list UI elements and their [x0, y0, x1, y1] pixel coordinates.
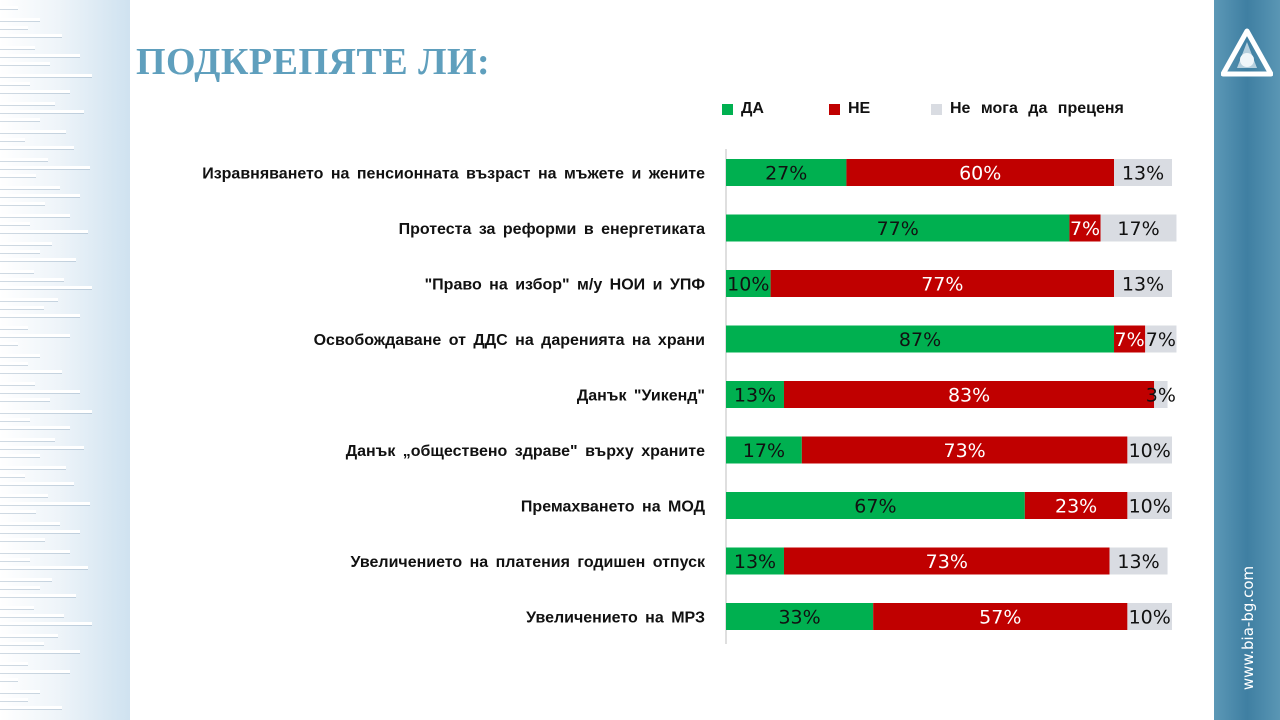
bar-segment-unsure	[1114, 270, 1172, 297]
bar-segment-unsure	[1127, 436, 1172, 464]
bar-segment-unsure	[1154, 381, 1168, 408]
category-label: Изравняването на пенсионната възраст на …	[202, 166, 705, 183]
bar-segment-da	[726, 325, 1115, 353]
data-label-ne: 73%	[943, 440, 985, 462]
bar-segment-unsure	[1127, 492, 1172, 519]
bar-segment-unsure	[1114, 159, 1172, 186]
data-label-da: 67%	[854, 496, 896, 518]
data-label-unsure: 13%	[1122, 163, 1164, 185]
bar-segment-da	[726, 603, 874, 630]
right-side-band	[1214, 0, 1280, 720]
bar-segment-da	[726, 547, 784, 575]
data-label-unsure: 10%	[1129, 496, 1171, 518]
bar-segment-unsure	[1145, 325, 1177, 353]
legend-item-unsure: Не мога да преценя	[931, 99, 1124, 119]
legend-swatch-da	[722, 103, 733, 115]
bar-segment-ne	[801, 436, 1128, 464]
legend-label-unsure: Не мога да преценя	[950, 100, 1124, 117]
bar-segment-da	[726, 214, 1070, 242]
data-label-unsure: 17%	[1117, 218, 1159, 240]
bar-segment-da	[726, 492, 1025, 519]
category-label: Премахването на МОД	[521, 499, 706, 516]
legend-swatch-unsure	[931, 103, 942, 115]
data-label-ne: 57%	[979, 607, 1021, 629]
data-label-ne: 60%	[959, 163, 1001, 185]
data-label-da: 10%	[727, 274, 769, 296]
bar-segment-unsure	[1109, 547, 1168, 575]
legend-item-da: ДА	[722, 99, 764, 119]
legend-label-ne: НЕ	[848, 100, 871, 117]
data-label-da: 13%	[734, 551, 776, 573]
bia-triangle-logo-icon	[1221, 28, 1273, 77]
bar-segment-ne	[1069, 214, 1101, 242]
data-label-unsure: 7%	[1146, 329, 1176, 351]
bar-segment-ne	[770, 270, 1115, 297]
category-label: Данък „обществено здраве" върху храните	[346, 443, 705, 460]
legend-item-ne: НЕ	[829, 99, 870, 119]
data-label-da: 33%	[778, 607, 820, 629]
bar-segment-da	[726, 436, 802, 464]
data-label-da: 87%	[899, 329, 941, 351]
data-label-da: 77%	[877, 218, 919, 240]
category-label: Освобождаване от ДДС на даренията на хра…	[314, 332, 705, 349]
bar-segment-da	[726, 381, 784, 408]
data-label-ne: 77%	[921, 274, 963, 296]
data-label-unsure: 10%	[1129, 440, 1171, 462]
category-label: Данък "Уикенд"	[577, 388, 705, 405]
bar-segment-ne	[783, 381, 1155, 408]
bar-segment-da	[726, 159, 847, 186]
data-label-ne: 7%	[1070, 218, 1100, 240]
data-label-unsure: 13%	[1117, 551, 1159, 573]
category-label: Протеста за реформи в енергетиката	[399, 221, 706, 238]
data-label-unsure: 13%	[1122, 274, 1164, 296]
bar-segment-ne	[873, 603, 1128, 630]
bar-segment-ne	[846, 159, 1115, 186]
left-decoration-stripes	[0, 0, 130, 720]
page-title: ПОДКРЕПЯТЕ ЛИ:	[136, 41, 491, 83]
bar-segment-ne	[1114, 325, 1146, 353]
data-label-ne: 73%	[926, 551, 968, 573]
bar-segment-unsure	[1127, 603, 1172, 630]
data-label-unsure: 3%	[1146, 385, 1176, 407]
data-label-ne: 7%	[1115, 329, 1145, 351]
data-label-ne: 83%	[948, 385, 990, 407]
legend-swatch-ne	[829, 103, 840, 115]
bar-segment-ne	[1024, 492, 1128, 519]
bar-segment-ne	[783, 547, 1110, 575]
category-label: Увеличението на МРЗ	[526, 610, 705, 627]
bar-segment-da	[726, 270, 771, 297]
data-label-da: 27%	[765, 163, 807, 185]
category-label: Увеличението на платения годишен отпуск	[351, 554, 706, 571]
data-label-ne: 23%	[1055, 496, 1097, 518]
bar-segment-unsure	[1100, 214, 1177, 242]
category-label: "Право на избор" м/у НОИ и УПФ	[425, 277, 706, 294]
data-label-unsure: 10%	[1129, 607, 1171, 629]
legend-label-da: ДА	[741, 100, 764, 117]
data-label-da: 13%	[734, 385, 776, 407]
data-label-da: 17%	[743, 440, 785, 462]
